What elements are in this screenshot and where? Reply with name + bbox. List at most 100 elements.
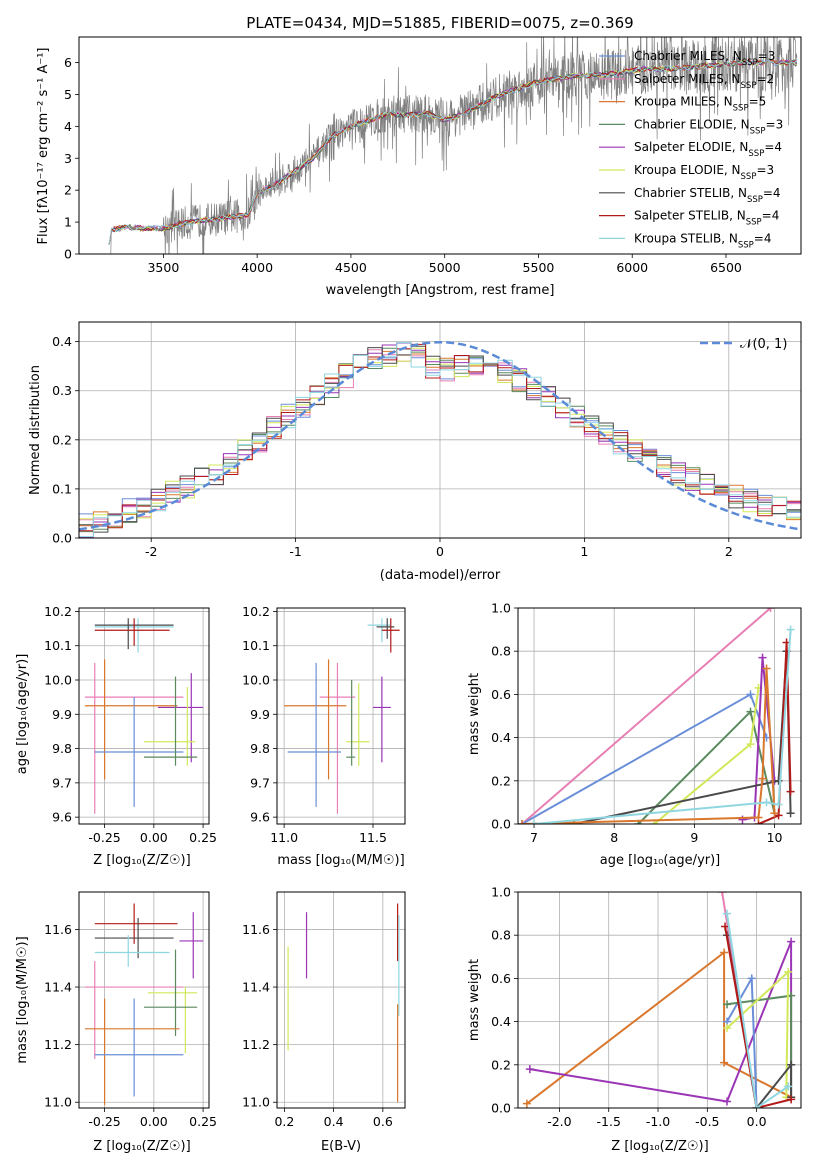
weight-vs-age-ylabel: mass weight [467,673,482,755]
weight-vs-age-series-6 [758,642,792,824]
age-vs-Z-ytick-label: 9.9 [52,707,72,722]
legend-label-5: Kroupa ELODIE, NSSP=3 [634,163,774,182]
residuals-ytick-label: 0.3 [52,383,72,398]
weight-vs-Z-series-7 [724,926,792,1108]
weight-vs-Z-marker-1 [522,1099,531,1108]
age-vs-Z-ytick-label: 9.6 [52,810,72,825]
weight-vs-Z-series-1 [526,950,792,1105]
weight-vs-Z-marker-7 [721,922,730,931]
spectrum-ytick-label: 4 [64,119,72,134]
residuals-xtick-label: 1 [580,544,588,559]
age-vs-Z-xtick-label: -0.25 [88,830,120,845]
mass-vs-Z-panel: -0.25 0.00 0.25 11.0 11.2 11.4 11.6 Z [log₁₀(Z… [15,891,217,1154]
age-vs-Z-ytick-label: 10.2 [44,604,72,619]
legend-label-8: Kroupa STELIB, NSSP=4 [634,231,772,250]
age-vs-mass-frame [276,607,406,825]
weight-vs-age-marker-8 [786,625,795,634]
mass-vs-EBV-points [287,903,400,1103]
weight-vs-Z-xtick-label: -1.0 [646,1114,670,1129]
weight-vs-age-marker-7 [754,813,763,822]
model-line-8 [108,59,798,245]
age-vs-mass-panel: 11.0 11.5 9.6 9.7 9.8 9.9 10.0 10.1 10.2 mass [l… [242,604,406,868]
weight-vs-age-ytick-label: 0.2 [491,773,511,788]
weight-vs-age-marker-4 [758,653,767,662]
spectrum-ytick-label: 6 [64,55,72,70]
weight-vs-Z-marker-6 [787,1060,796,1069]
weight-vs-age-marker-8 [762,798,771,807]
weight-vs-age-marker-7 [762,664,771,673]
weight-vs-age-marker-7 [518,820,527,824]
spectrum-xlabel: wavelength [Angstrom, rest frame] [326,283,555,298]
weight-vs-Z-frame [517,891,802,1109]
weight-vs-Z-ytick-label: 0.4 [491,1014,511,1029]
residuals-xlabel: (data-model)/error [380,568,501,583]
age-vs-mass-ytick-label: 9.9 [250,707,270,722]
spectrum-xtick-label: 5000 [429,260,461,275]
weight-vs-age-series-0 [521,608,772,824]
weight-vs-Z-marker-2 [525,1065,534,1074]
age-vs-mass-ytick-label: 9.8 [250,741,270,756]
spectrum-title: PLATE=0434, MJD=51885, FIBERID=0075, z=0… [246,14,633,32]
age-vs-mass-ytick-label: 9.7 [250,775,270,790]
spectrum-ytick-label: 0 [64,247,72,262]
age-vs-mass-ytick-label: 10.1 [242,638,270,653]
residuals-ylabel: Normed distribution [28,365,43,495]
legend-label-0: Chabrier MILES, NSSP=3 [634,49,775,68]
weight-vs-age-ytick-label: 0.4 [491,730,511,745]
mass-vs-Z-points [84,903,204,1106]
weight-vs-age-series-7 [521,668,776,824]
weight-vs-Z-marker-8 [784,1082,793,1091]
weight-vs-age-marker-6 [774,811,783,820]
weight-vs-age-marker-8 [774,800,783,809]
age-vs-mass-points [284,618,400,814]
mass-vs-Z-frame [78,891,210,1109]
weight-vs-Z-marker-2 [723,1097,732,1106]
mass-vs-Z-xlabel: Z [log₁₀(Z/Z☉)] [93,1139,190,1154]
residuals-ytick-label: 0.1 [52,481,72,496]
age-vs-Z-xtick-label: 0.00 [140,830,168,845]
mass-vs-EBV-xtick-label: 0.4 [324,1114,344,1129]
age-vs-Z-ytick-label: 10.0 [44,673,72,688]
weight-vs-Z-xtick-label: -0.5 [695,1114,719,1129]
weight-vs-age-marker-6 [786,787,795,796]
weight-vs-Z-xtick-label: -2.0 [547,1114,571,1129]
mass-vs-Z-ytick-label: 11.6 [44,922,72,937]
spectrum-xtick-label: 3500 [147,260,179,275]
weight-vs-Z-marker-4 [723,1000,732,1009]
legend-label-7: Salpeter STELIB, NSSP=4 [634,209,779,228]
residuals-xtick-label: -1 [289,544,301,559]
weight-vs-Z-marker-2 [787,937,796,946]
spectrum-frame [78,36,802,255]
spectrum-xtick-label: 4000 [241,260,273,275]
weight-vs-Z-ytick-label: 0.0 [491,1101,511,1116]
age-vs-Z-points [84,618,204,814]
weight-vs-age-ytick-label: 1.0 [491,601,511,616]
mass-vs-Z-ytick-label: 11.0 [44,1095,72,1110]
mass-vs-Z-ylabel: mass [log₁₀(M/M☉)] [15,936,30,1063]
weight-vs-Z-marker-7 [787,1095,796,1104]
age-vs-Z-panel: -0.25 0.00 0.25 9.6 9.7 9.8 9.9 10.0 10.1 10.2 Z … [15,604,217,868]
mass-vs-EBV-xtick-label: 0.6 [373,1114,393,1129]
age-vs-Z-xtick-label: 0.25 [189,830,217,845]
weight-vs-Z-series-8 [726,913,789,1108]
weight-vs-age-marker-2 [746,707,755,716]
weight-vs-Z-marker-5 [723,1024,732,1033]
residuals-xtick-label: 0 [436,544,444,559]
residuals-ytick-label: 0.2 [52,432,72,447]
age-vs-mass-ytick-label: 10.0 [242,673,270,688]
mass-vs-EBV-ytick-label: 11.4 [242,980,270,995]
weight-vs-age-xlabel: age [log₁₀(age/yr)] [600,853,721,868]
weight-vs-Z-series-4 [726,994,793,1098]
mass-vs-EBV-xtick-label: 0.2 [274,1114,294,1129]
age-vs-mass-ytick-label: 10.2 [242,604,270,619]
spectrum-ytick-label: 3 [64,151,72,166]
legend-label-2: Kroupa MILES, NSSP=5 [634,95,766,114]
weight-vs-age-series-8 [533,629,792,824]
weight-vs-age-xtick-label: 7 [530,830,538,845]
residuals-panel: -2 -1 0 1 2 0.0 0.1 0.2 0.3 0.4 (data-model)/erro… [28,321,802,583]
spectrum-lines [107,37,798,254]
spectrum-xtick-label: 4500 [335,260,367,275]
weight-vs-Z-ytick-label: 0.8 [491,928,511,943]
residuals-xtick-label: 2 [725,544,733,559]
